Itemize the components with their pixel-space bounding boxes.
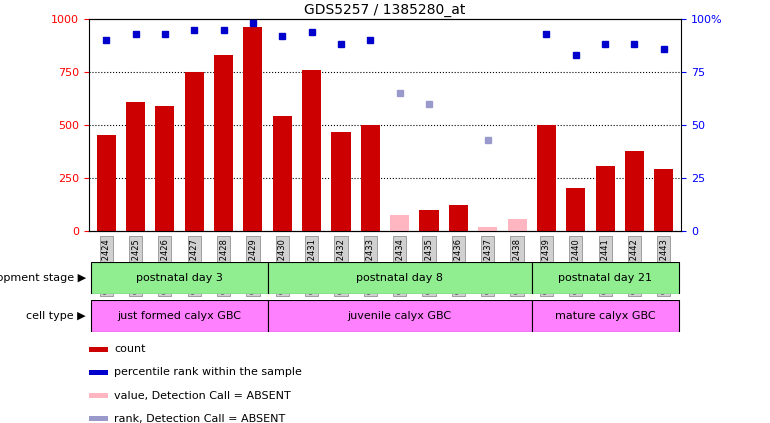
Bar — [92, 300, 268, 332]
Bar — [654, 169, 674, 231]
Bar — [96, 135, 116, 231]
Text: development stage ▶: development stage ▶ — [0, 273, 86, 283]
Bar — [331, 132, 350, 231]
Bar — [268, 262, 532, 294]
Bar — [126, 102, 145, 231]
Text: percentile rank within the sample: percentile rank within the sample — [114, 368, 302, 377]
Text: mature calyx GBC: mature calyx GBC — [555, 311, 655, 321]
Bar — [302, 70, 321, 231]
Bar — [532, 262, 678, 294]
Bar — [566, 188, 585, 231]
Text: count: count — [114, 344, 146, 354]
Bar — [156, 106, 174, 231]
Bar — [268, 300, 532, 332]
Bar — [273, 116, 292, 231]
Bar — [478, 228, 497, 231]
Text: postnatal day 8: postnatal day 8 — [357, 273, 444, 283]
Bar — [507, 219, 527, 231]
Bar — [532, 300, 678, 332]
Bar — [537, 125, 556, 231]
Text: juvenile calyx GBC: juvenile calyx GBC — [347, 311, 452, 321]
Text: value, Detection Call = ABSENT: value, Detection Call = ABSENT — [114, 390, 291, 401]
Bar — [243, 27, 263, 231]
Bar — [89, 393, 108, 398]
Text: just formed calyx GBC: just formed calyx GBC — [118, 311, 242, 321]
Bar — [185, 72, 204, 231]
Title: GDS5257 / 1385280_at: GDS5257 / 1385280_at — [304, 3, 466, 16]
Bar — [625, 151, 644, 231]
Text: rank, Detection Call = ABSENT: rank, Detection Call = ABSENT — [114, 414, 286, 423]
Bar — [361, 125, 380, 231]
Bar — [89, 347, 108, 352]
Bar — [89, 370, 108, 375]
Bar — [92, 262, 268, 294]
Bar — [390, 215, 409, 231]
Text: cell type ▶: cell type ▶ — [26, 311, 86, 321]
Bar — [596, 166, 614, 231]
Bar — [89, 416, 108, 421]
Text: postnatal day 3: postnatal day 3 — [136, 273, 223, 283]
Bar — [214, 55, 233, 231]
Text: postnatal day 21: postnatal day 21 — [558, 273, 652, 283]
Bar — [420, 211, 439, 231]
Bar — [449, 205, 468, 231]
